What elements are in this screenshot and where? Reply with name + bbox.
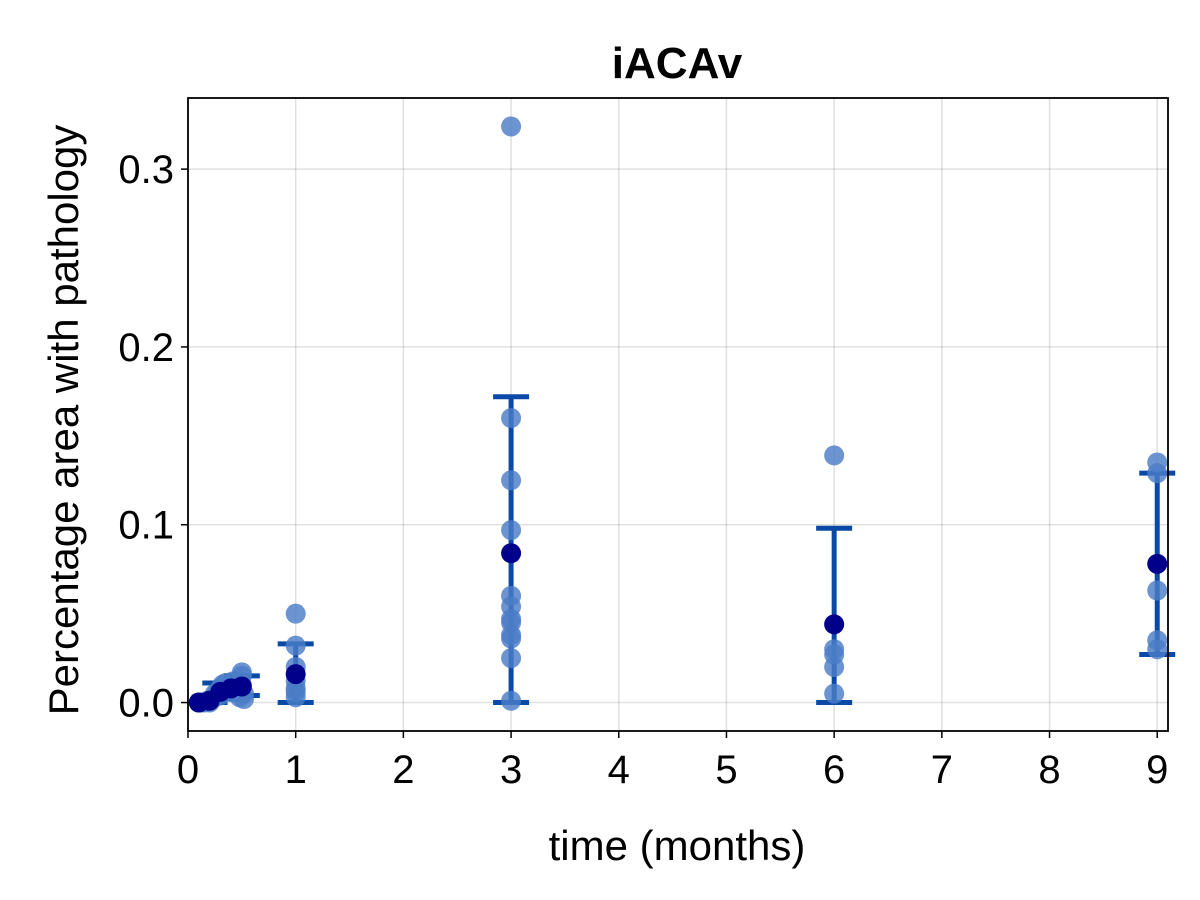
y-tick-label: 0.2 — [118, 326, 174, 370]
data-point — [501, 628, 522, 649]
x-tick-label: 2 — [392, 748, 414, 792]
y-tick-label: 0.3 — [118, 148, 174, 192]
data-point — [285, 603, 306, 624]
x-tick-label: 6 — [823, 748, 845, 792]
data-point — [824, 656, 845, 677]
mean-point — [1147, 553, 1168, 574]
x-tick-label: 3 — [500, 748, 522, 792]
y-tick-label: 0.0 — [118, 682, 174, 726]
data-point — [285, 635, 306, 656]
x-tick-label: 5 — [715, 748, 737, 792]
data-point — [285, 687, 306, 708]
x-tick-label: 4 — [608, 748, 630, 792]
data-point — [501, 520, 522, 541]
data-point — [1147, 463, 1168, 484]
data-point — [501, 648, 522, 669]
mean-point — [501, 543, 522, 564]
y-tick-label: 0.1 — [118, 504, 174, 548]
data-point — [1147, 639, 1168, 660]
plot-frame — [187, 97, 1169, 732]
mean-point — [824, 614, 845, 635]
x-tick-label: 7 — [931, 748, 953, 792]
data-point — [824, 683, 845, 704]
x-tick-label: 1 — [285, 748, 307, 792]
error-bars — [191, 394, 1176, 706]
x-tick-label: 0 — [177, 748, 199, 792]
data-point — [501, 470, 522, 491]
chart-title: iACAv — [612, 39, 743, 88]
data-point — [501, 116, 522, 137]
data-point — [824, 445, 845, 466]
mean-point — [285, 664, 306, 685]
data-point — [1147, 580, 1168, 601]
x-axis-ticks: 0 1 2 3 4 5 6 7 8 9 — [177, 731, 1168, 792]
y-axis-label: Percentage area with pathology — [40, 125, 87, 716]
x-tick-label: 9 — [1146, 748, 1168, 792]
x-axis-label: time (months) — [549, 822, 806, 869]
y-axis-ticks: 0.0 0.1 0.2 0.3 — [118, 148, 188, 726]
grid — [187, 98, 1168, 731]
mean-points — [188, 543, 1168, 713]
x-tick-label: 8 — [1038, 748, 1060, 792]
data-point — [501, 690, 522, 711]
mean-point — [231, 676, 252, 697]
data-point — [501, 408, 522, 429]
data-points — [188, 116, 1168, 713]
